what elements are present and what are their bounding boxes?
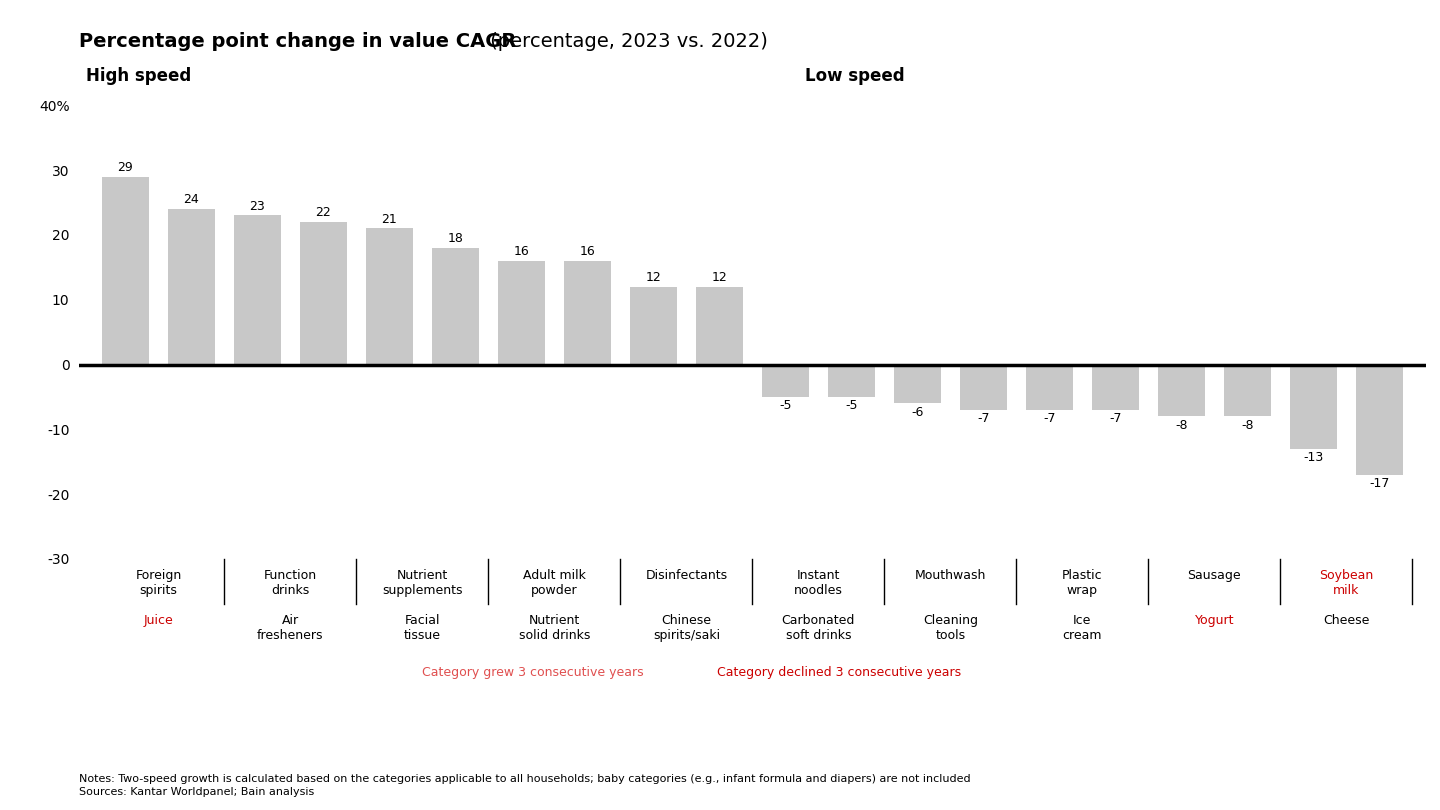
- Text: 24: 24: [183, 194, 199, 207]
- Text: Nutrient
supplements: Nutrient supplements: [382, 569, 462, 597]
- Bar: [498, 261, 546, 364]
- Text: -5: -5: [845, 399, 858, 412]
- Bar: [1355, 364, 1403, 475]
- Text: Category declined 3 consecutive years: Category declined 3 consecutive years: [708, 666, 962, 679]
- Bar: [1025, 364, 1073, 410]
- Text: -8: -8: [1175, 419, 1188, 432]
- Text: Air
fresheners: Air fresheners: [258, 614, 324, 642]
- Bar: [1092, 364, 1139, 410]
- Text: (percentage, 2023 vs. 2022): (percentage, 2023 vs. 2022): [484, 32, 768, 51]
- Text: 12: 12: [645, 271, 661, 284]
- Bar: [959, 364, 1007, 410]
- Text: High speed: High speed: [86, 67, 192, 85]
- Text: Sources: Kantar Worldpanel; Bain analysis: Sources: Kantar Worldpanel; Bain analysi…: [79, 787, 314, 797]
- Text: 22: 22: [315, 207, 331, 220]
- Text: Disinfectants: Disinfectants: [645, 569, 727, 582]
- Text: -17: -17: [1369, 477, 1390, 490]
- Text: Notes: Two-speed growth is calculated based on the categories applicable to all : Notes: Two-speed growth is calculated ba…: [79, 774, 971, 783]
- Text: Percentage point change in value CAGR: Percentage point change in value CAGR: [79, 32, 517, 51]
- Text: Chinese
spirits/saki: Chinese spirits/saki: [652, 614, 720, 642]
- Text: Category grew 3 consecutive years: Category grew 3 consecutive years: [422, 666, 644, 679]
- Bar: [762, 364, 809, 397]
- Text: -6: -6: [912, 406, 923, 419]
- Bar: [432, 248, 480, 364]
- Text: Nutrient
solid drinks: Nutrient solid drinks: [518, 614, 590, 642]
- Text: Sausage: Sausage: [1188, 569, 1241, 582]
- Text: Instant
noodles: Instant noodles: [793, 569, 842, 597]
- Text: Ice
cream: Ice cream: [1063, 614, 1102, 642]
- Text: Low speed: Low speed: [805, 67, 904, 85]
- Bar: [233, 215, 281, 364]
- Bar: [1224, 364, 1272, 416]
- Text: Juice: Juice: [144, 614, 173, 627]
- Text: 21: 21: [382, 213, 397, 226]
- Text: 23: 23: [249, 200, 265, 213]
- Text: -7: -7: [978, 412, 989, 425]
- Text: 29: 29: [118, 161, 134, 174]
- Text: Facial
tissue: Facial tissue: [403, 614, 441, 642]
- Text: Carbonated
soft drinks: Carbonated soft drinks: [782, 614, 855, 642]
- Text: Adult milk
powder: Adult milk powder: [523, 569, 586, 597]
- Bar: [102, 177, 150, 364]
- Bar: [696, 287, 743, 364]
- Bar: [300, 222, 347, 364]
- Text: 12: 12: [711, 271, 727, 284]
- Text: Cleaning
tools: Cleaning tools: [923, 614, 978, 642]
- Text: 18: 18: [448, 232, 464, 245]
- Bar: [167, 209, 215, 364]
- Text: Yogurt: Yogurt: [1195, 614, 1234, 627]
- Text: -7: -7: [1109, 412, 1122, 425]
- Bar: [894, 364, 942, 403]
- Text: -5: -5: [779, 399, 792, 412]
- Text: Plastic
wrap: Plastic wrap: [1063, 569, 1103, 597]
- Text: -13: -13: [1303, 451, 1323, 464]
- Text: Cheese: Cheese: [1323, 614, 1369, 627]
- Text: Mouthwash: Mouthwash: [914, 569, 986, 582]
- Text: Function
drinks: Function drinks: [264, 569, 317, 597]
- Bar: [366, 228, 413, 364]
- Bar: [1158, 364, 1205, 416]
- Text: -8: -8: [1241, 419, 1254, 432]
- Text: Foreign
spirits: Foreign spirits: [135, 569, 181, 597]
- Bar: [563, 261, 611, 364]
- Bar: [1290, 364, 1338, 449]
- Text: Soybean
milk: Soybean milk: [1319, 569, 1374, 597]
- Text: -7: -7: [1043, 412, 1056, 425]
- Text: 16: 16: [579, 245, 595, 258]
- Bar: [629, 287, 677, 364]
- Bar: [828, 364, 876, 397]
- Text: 16: 16: [514, 245, 530, 258]
